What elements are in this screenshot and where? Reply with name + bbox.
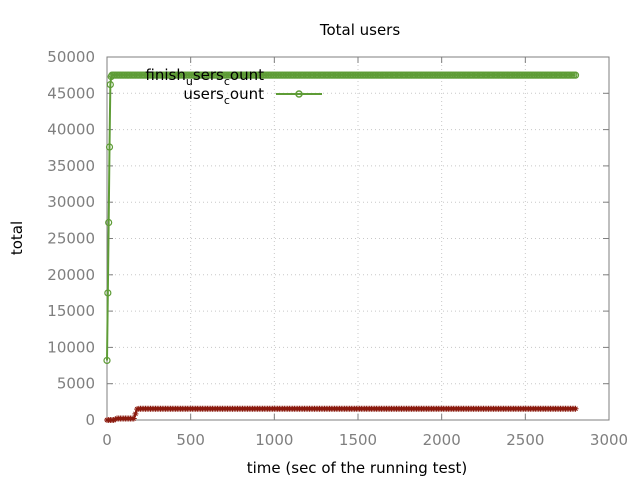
legend-label-finish-users-count: finishuserscount — [145, 66, 264, 88]
legend: finishuserscount userscount — [145, 66, 322, 107]
y-tick-label: 5000 — [57, 375, 95, 393]
data-point-finish-users-count — [130, 415, 137, 422]
series-line-users-count — [106, 74, 576, 361]
x-axis-label: time (sec of the running test) — [247, 459, 468, 477]
x-tick-label: 2500 — [506, 431, 544, 449]
data-point-users-count — [106, 80, 114, 89]
series-layer — [103, 71, 580, 423]
data-point-finish-users-count — [112, 416, 119, 423]
data-point-users-count — [105, 218, 113, 227]
legend-marker-users-count — [295, 90, 303, 98]
y-tick-label: 15000 — [47, 302, 95, 320]
chart-title: Total users — [319, 21, 401, 39]
y-tick-label: 20000 — [47, 266, 95, 284]
data-point-finish-users-count — [572, 405, 579, 412]
x-tick-label: 3000 — [590, 431, 628, 449]
y-tick-label: 25000 — [47, 230, 95, 248]
data-point-users-count — [103, 356, 111, 365]
y-tick-label: 35000 — [47, 157, 95, 175]
data-point-users-count — [571, 71, 580, 79]
y-axis-label: total — [8, 221, 26, 255]
y-tick-label: 50000 — [47, 48, 95, 66]
data-point-users-count — [104, 289, 112, 297]
y-tick-label: 30000 — [47, 193, 95, 211]
x-tick-label: 2000 — [423, 431, 461, 449]
x-tick-label: 1500 — [339, 431, 377, 449]
data-point-users-count — [105, 143, 114, 151]
y-tick-label: 45000 — [47, 84, 95, 102]
x-axis-ticks: 0 500 1000 1500 2000 2500 3000 — [102, 57, 628, 449]
x-tick-label: 500 — [176, 431, 205, 449]
grid-lines — [107, 57, 609, 420]
x-tick-label: 1000 — [255, 431, 293, 449]
legend-label-users-count: userscount — [183, 85, 264, 107]
y-tick-label: 40000 — [47, 121, 95, 139]
series-users-count — [103, 71, 580, 365]
y-tick-label: 0 — [85, 411, 95, 429]
x-tick-label: 0 — [102, 431, 112, 449]
y-tick-label: 10000 — [47, 338, 95, 356]
data-point-finish-users-count — [132, 410, 139, 417]
data-point-finish-users-count — [110, 417, 117, 423]
y-axis-ticks: 0 5000 10000 15000 20000 25000 30000 35000 40000… — [47, 48, 609, 429]
series-finish-users-count — [104, 405, 579, 423]
